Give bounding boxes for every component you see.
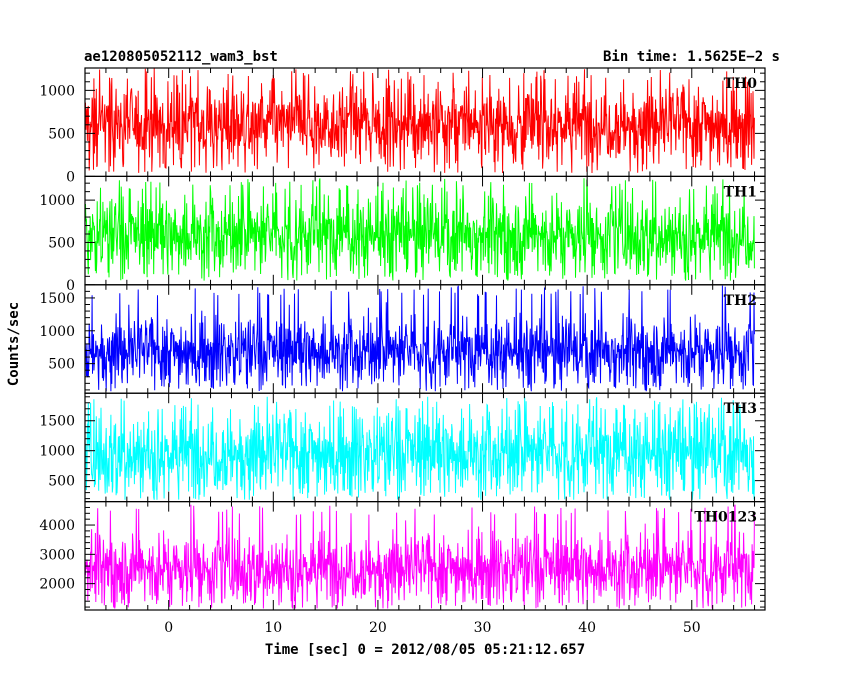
- panel-label-th2: TH2: [724, 293, 757, 309]
- y-tick-label: 1500: [39, 414, 75, 430]
- y-tick-label: 1000: [39, 83, 75, 99]
- y-tick-label: 3000: [39, 547, 75, 563]
- x-tick-label: 30: [474, 620, 492, 636]
- series-line-th0: [85, 68, 755, 174]
- panel-label-th0: TH0: [724, 76, 758, 92]
- series-line-th2: [85, 285, 755, 392]
- y-tick-label: 500: [48, 474, 75, 490]
- y-tick-label: 1000: [39, 324, 75, 340]
- panel-label-th0123: TH0123: [694, 510, 757, 526]
- x-tick-label: 40: [578, 620, 596, 636]
- y-tick-label: 4000: [39, 518, 75, 534]
- chart-title: ae120805052112_wam3_bst: [84, 49, 278, 65]
- panel-label-th3: TH3: [724, 401, 757, 417]
- y-tick-label: 2000: [39, 577, 75, 593]
- y-tick-label: 1000: [39, 193, 75, 209]
- series-line-th1: [85, 178, 755, 281]
- y-tick-label: 0: [66, 278, 75, 294]
- y-axis-label: Counts/sec: [6, 302, 22, 386]
- y-tick-label: 1000: [39, 444, 75, 460]
- series-line-th3: [85, 396, 755, 500]
- y-tick-label: 500: [48, 357, 75, 373]
- y-tick-label: 0: [66, 169, 75, 185]
- y-tick-label: 500: [48, 126, 75, 142]
- panel-label-th1: TH1: [724, 184, 757, 200]
- x-tick-label: 20: [369, 620, 387, 636]
- series-line-th0123: [85, 504, 755, 609]
- bin-time-label: Bin time: 1.5625E−2 s: [603, 49, 780, 65]
- y-tick-label: 1500: [39, 291, 75, 307]
- panel-frame-th0123: [84, 501, 766, 611]
- x-tick-label: 10: [264, 620, 282, 636]
- x-tick-label: 50: [683, 620, 701, 636]
- x-tick-label: 0: [164, 620, 173, 636]
- y-tick-label: 500: [48, 235, 75, 251]
- x-axis-label: Time [sec] 0 = 2012/08/05 05:21:12.657: [265, 642, 585, 658]
